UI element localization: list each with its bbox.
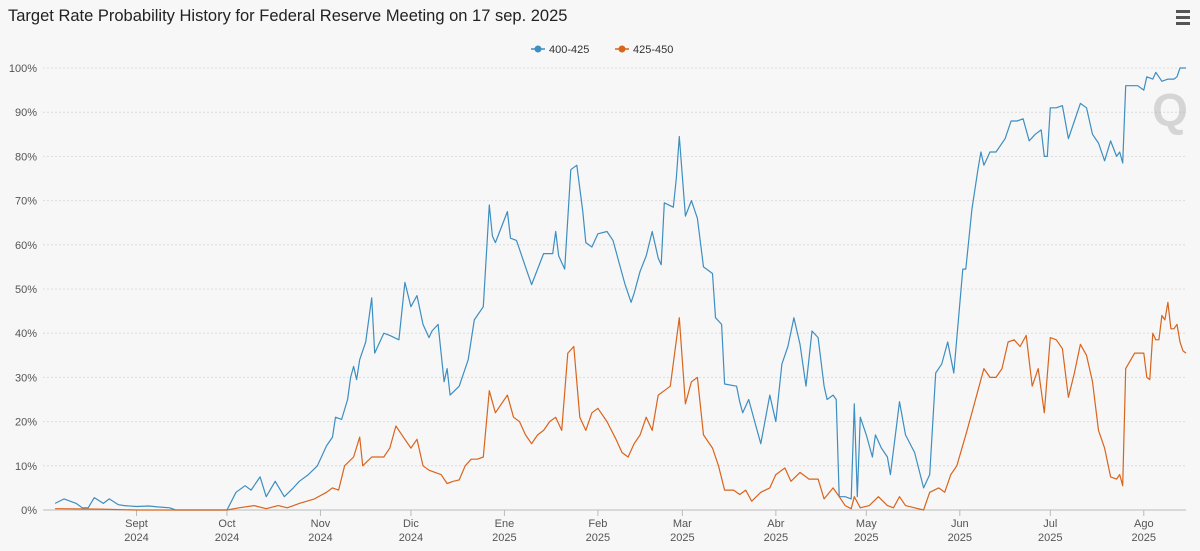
series-lines bbox=[54, 67, 1187, 511]
legend-label: 400-425 bbox=[549, 44, 589, 56]
series-line-400-425 bbox=[54, 67, 1186, 511]
x-axis: Sept 2024 Oct 2024 Nov 2024 Dic 2024 Ene 2025 Feb 2… bbox=[124, 510, 1156, 544]
x-tick-year-label: 2025 bbox=[854, 532, 878, 544]
legend-marker bbox=[618, 45, 626, 53]
menu-bar bbox=[1176, 16, 1190, 19]
x-tick-year-label: 2025 bbox=[586, 532, 610, 544]
y-tick-label: 50% bbox=[15, 284, 37, 296]
x-tick-label: Nov bbox=[311, 518, 331, 530]
x-tick-year-label: 2025 bbox=[1132, 532, 1156, 544]
grid-lines bbox=[43, 67, 1186, 511]
x-tick-year-label: 2025 bbox=[948, 532, 972, 544]
q-logo-watermark: Q bbox=[1152, 84, 1188, 136]
y-tick-label: 70% bbox=[15, 196, 37, 208]
y-tick-label: 80% bbox=[15, 151, 37, 163]
x-tick-label: Ene bbox=[495, 518, 515, 530]
x-tick-label: Jul bbox=[1043, 518, 1057, 530]
y-tick-label: 10% bbox=[15, 461, 37, 473]
legend[interactable]: 400-425 425-450 bbox=[531, 44, 673, 56]
y-tick-label: 60% bbox=[15, 240, 37, 252]
x-tick-label: Dic bbox=[403, 518, 419, 530]
x-tick-year-label: 2025 bbox=[764, 532, 788, 544]
x-tick-label: Ago bbox=[1134, 518, 1154, 530]
y-tick-label: 30% bbox=[15, 372, 37, 384]
x-tick-year-label: 2024 bbox=[308, 532, 332, 544]
x-tick-year-label: 2024 bbox=[215, 532, 239, 544]
svg-text:Q: Q bbox=[1152, 84, 1188, 136]
x-tick-year-label: 2024 bbox=[399, 532, 423, 544]
x-tick-year-label: 2025 bbox=[492, 532, 516, 544]
x-tick-year-label: 2025 bbox=[1038, 532, 1062, 544]
legend-item-425-450[interactable]: 425-450 bbox=[615, 44, 673, 56]
hamburger-menu-icon[interactable] bbox=[1174, 10, 1194, 28]
series-line-425-450 bbox=[55, 301, 1187, 511]
y-tick-label: 20% bbox=[15, 417, 37, 429]
x-tick-year-label: 2025 bbox=[670, 532, 694, 544]
legend-marker bbox=[534, 45, 542, 53]
x-tick-label: Mar bbox=[673, 518, 692, 530]
x-tick-label: Sept bbox=[125, 518, 148, 530]
y-tick-label: 0% bbox=[21, 505, 37, 517]
menu-bar bbox=[1176, 10, 1190, 13]
chart-title: Target Rate Probability History for Fede… bbox=[8, 7, 568, 25]
x-tick-label: Jun bbox=[951, 518, 969, 530]
x-tick-label: Oct bbox=[218, 518, 235, 530]
y-axis: 0% 10% 20% 30% 40% 50% 60% 70% 80% 90% 100% bbox=[9, 63, 37, 517]
menu-bar bbox=[1176, 22, 1190, 25]
y-tick-label: 100% bbox=[9, 63, 37, 75]
y-tick-label: 90% bbox=[15, 107, 37, 119]
x-tick-year-label: 2024 bbox=[124, 532, 148, 544]
x-tick-label: Feb bbox=[588, 518, 607, 530]
legend-item-400-425[interactable]: 400-425 bbox=[531, 44, 589, 56]
legend-label: 425-450 bbox=[633, 44, 673, 56]
y-tick-label: 40% bbox=[15, 328, 37, 340]
x-tick-label: May bbox=[856, 518, 877, 530]
x-tick-label: Abr bbox=[767, 518, 784, 530]
